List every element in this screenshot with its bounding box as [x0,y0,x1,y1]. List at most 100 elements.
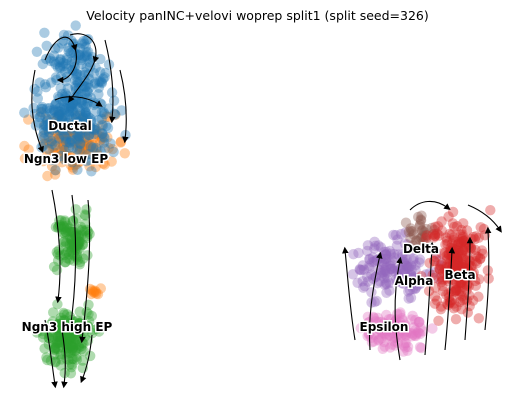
cell-point [414,254,426,265]
cell-point [64,233,76,244]
velocity-streamline [104,39,116,124]
cell-point [416,210,427,221]
cell-point [453,272,464,283]
cell-point [56,323,67,334]
cell-point [73,326,84,338]
cell-point [61,222,72,233]
cell-point [62,30,74,41]
cell-point [96,132,108,143]
cell-point [470,275,481,287]
cell-point [406,314,417,325]
cell-point [71,252,83,263]
cell-point [56,330,67,341]
cell-point [72,142,83,153]
cell-point [74,236,86,248]
cell-point [69,332,81,343]
cell-point [451,264,463,275]
cell-point [456,233,467,245]
cell-point [67,342,78,354]
cell-point [33,117,45,128]
cell-point [99,108,110,120]
cell-point [48,56,60,67]
cell-point [88,146,99,158]
cell-point [73,156,84,167]
cell-point [55,321,66,332]
cell-point [76,38,87,49]
cell-point [89,285,101,296]
cell-point [77,118,89,129]
cell-point [44,122,56,133]
cell-point [393,331,404,343]
cell-point [77,142,89,154]
cell-point [58,122,69,133]
cell-point [61,127,72,139]
cell-point [458,218,469,229]
cell-point [442,253,453,265]
cell-point [85,141,97,152]
cell-point [84,154,95,166]
cell-point [55,150,67,162]
cell-point [40,120,51,131]
cell-point [69,250,80,262]
cell-point [66,233,77,245]
cell-point [377,259,388,270]
cell-point [72,245,83,256]
cell-point [55,360,66,371]
cell-point [73,122,85,133]
cell-point [441,273,453,284]
cell-point [457,244,469,256]
cell-point [65,102,77,113]
velocity-streamline [31,69,44,154]
cell-point [436,248,448,259]
cell-point [42,354,53,366]
cell-point [406,269,417,281]
cell-point [413,316,424,328]
cell-point [424,257,435,269]
cell-point [69,99,81,111]
cell-point [385,313,397,325]
cell-point [48,119,60,130]
cell-point [454,296,466,308]
cell-point [443,268,455,280]
cell-point [94,127,105,138]
cluster-label-ngn3-low-ep: Ngn3 low EP [24,152,109,166]
cell-point [96,107,108,118]
cell-point [37,103,48,115]
cell-point [444,228,455,240]
cell-point [427,229,439,240]
cell-point [66,135,77,147]
cell-point [448,221,460,233]
cell-point [401,243,412,254]
velocity-streamline [61,329,68,389]
cell-point [66,353,78,365]
cell-point [105,138,116,149]
cell-point [37,325,48,337]
cell-point [462,307,473,318]
cluster-label-ductal: Ductal [48,119,92,133]
cell-point [66,330,77,342]
cell-point [71,320,83,331]
cell-point [381,279,392,290]
cell-point [70,151,82,162]
cell-point [59,236,70,247]
cell-point [400,330,412,341]
cell-point [66,339,77,350]
cell-point [82,46,94,57]
cell-point [368,312,380,324]
cell-point [54,152,66,164]
cell-point [50,98,61,110]
cell-point [461,284,472,296]
cell-point [83,308,94,320]
cell-point [364,254,375,265]
cell-point [396,277,408,288]
cell-point [38,120,50,131]
cell-point [414,219,426,230]
cell-point [73,342,85,353]
cell-point [81,47,92,58]
cell-point [447,265,458,276]
cell-point [447,262,458,274]
cell-point [429,228,440,240]
cell-point [72,315,83,326]
cell-point [428,272,440,284]
